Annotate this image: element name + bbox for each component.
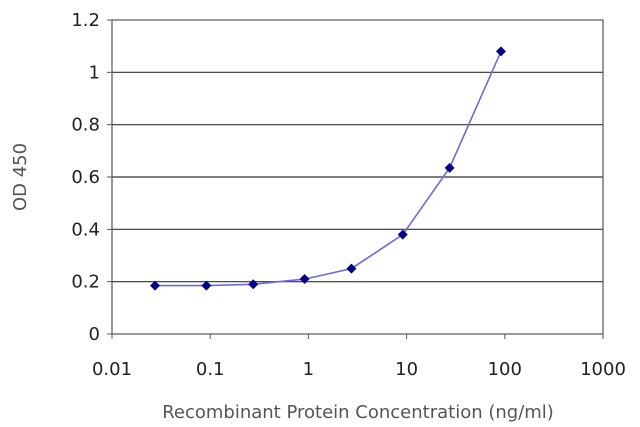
data-point: [149, 280, 160, 291]
y-axis-ticks: 0 0.2 0.4 0.6 0.8 1 1.2: [71, 10, 112, 345]
data-point: [495, 46, 506, 57]
data-points: [149, 46, 506, 291]
y-tick-label: 0.2: [71, 272, 100, 293]
y-tick-label: 1: [89, 62, 100, 83]
y-tick-label: 0.8: [71, 115, 100, 136]
y-tick-label: 0: [89, 324, 100, 345]
data-point: [444, 162, 455, 173]
data-point: [397, 229, 408, 240]
y-axis-title: OD 450: [10, 143, 31, 211]
y-tick-label: 0.4: [71, 219, 100, 240]
x-tick-label: 100: [488, 359, 522, 380]
x-tick-label: 0.1: [196, 359, 225, 380]
x-tick-label: 0.01: [92, 359, 132, 380]
data-point: [201, 280, 212, 291]
y-tick-label: 0.6: [71, 167, 100, 188]
data-point: [299, 274, 310, 285]
y-tick-label: 1.2: [71, 10, 100, 31]
x-tick-label: 1000: [580, 359, 626, 380]
x-tick-label: 1: [303, 359, 314, 380]
fitted-curve: [155, 51, 502, 287]
x-tick-label: 10: [395, 359, 418, 380]
x-axis-ticks: 0.01 0.1 1 10 100 1000: [92, 334, 626, 380]
data-point: [346, 263, 357, 274]
x-axis-title: Recombinant Protein Concentration (ng/ml…: [162, 402, 554, 423]
data-point: [248, 279, 259, 290]
gridlines: [112, 71, 603, 283]
